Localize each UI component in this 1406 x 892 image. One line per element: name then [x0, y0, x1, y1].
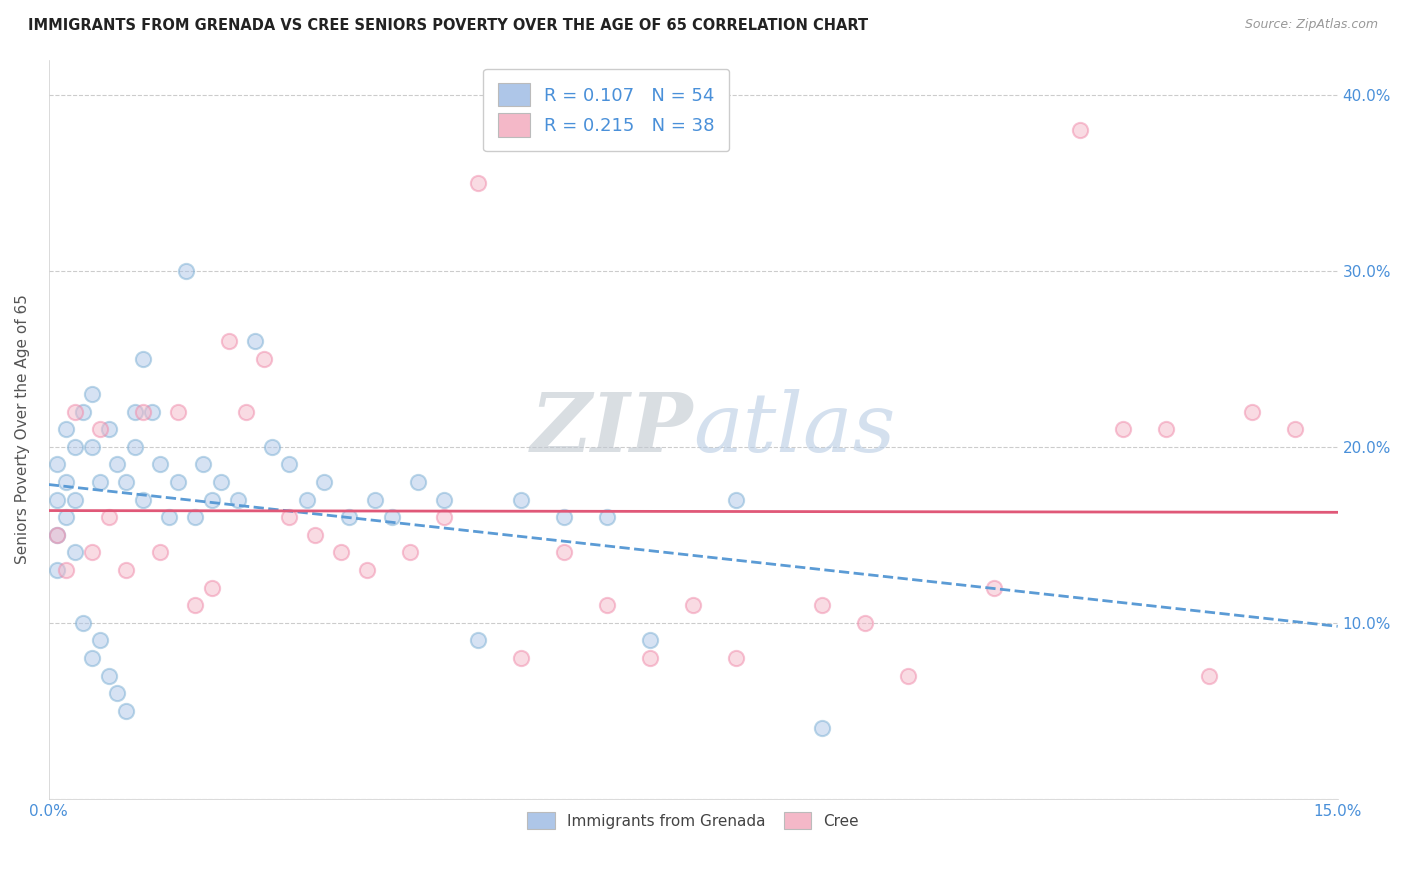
Point — [1198, 668, 1220, 682]
Point — [72, 615, 94, 630]
Point — [1154, 422, 1177, 436]
Point — [218, 334, 240, 349]
Point — [46, 528, 69, 542]
Point — [398, 545, 420, 559]
Point — [157, 510, 180, 524]
Point — [89, 633, 111, 648]
Point — [725, 492, 748, 507]
Point — [124, 404, 146, 418]
Point — [339, 510, 361, 524]
Point — [262, 440, 284, 454]
Point — [295, 492, 318, 507]
Point — [55, 510, 77, 524]
Point — [63, 545, 86, 559]
Point — [226, 492, 249, 507]
Point — [278, 458, 301, 472]
Point — [1284, 422, 1306, 436]
Point — [381, 510, 404, 524]
Point — [510, 492, 533, 507]
Point — [80, 440, 103, 454]
Point — [193, 458, 215, 472]
Point — [97, 668, 120, 682]
Point — [184, 598, 207, 612]
Point — [89, 475, 111, 489]
Point — [1069, 123, 1091, 137]
Legend: Immigrants from Grenada, Cree: Immigrants from Grenada, Cree — [522, 805, 865, 836]
Point — [312, 475, 335, 489]
Point — [63, 492, 86, 507]
Point — [682, 598, 704, 612]
Point — [55, 475, 77, 489]
Point — [252, 351, 274, 366]
Point — [243, 334, 266, 349]
Point — [853, 615, 876, 630]
Point — [433, 492, 456, 507]
Text: ZIP: ZIP — [530, 389, 693, 469]
Text: atlas: atlas — [693, 389, 896, 469]
Point — [115, 475, 138, 489]
Point — [406, 475, 429, 489]
Point — [107, 686, 129, 700]
Point — [132, 404, 155, 418]
Point — [433, 510, 456, 524]
Point — [278, 510, 301, 524]
Point — [63, 404, 86, 418]
Point — [638, 651, 661, 665]
Point — [80, 387, 103, 401]
Point — [46, 563, 69, 577]
Point — [149, 545, 172, 559]
Point — [510, 651, 533, 665]
Point — [107, 458, 129, 472]
Point — [356, 563, 378, 577]
Point — [80, 651, 103, 665]
Point — [89, 422, 111, 436]
Point — [1112, 422, 1135, 436]
Point — [467, 176, 489, 190]
Point — [166, 475, 188, 489]
Point — [329, 545, 352, 559]
Point — [201, 492, 224, 507]
Point — [115, 704, 138, 718]
Point — [80, 545, 103, 559]
Point — [141, 404, 163, 418]
Point — [72, 404, 94, 418]
Point — [596, 510, 619, 524]
Point — [97, 510, 120, 524]
Point — [364, 492, 387, 507]
Point — [55, 422, 77, 436]
Point — [115, 563, 138, 577]
Y-axis label: Seniors Poverty Over the Age of 65: Seniors Poverty Over the Age of 65 — [15, 294, 30, 564]
Point — [124, 440, 146, 454]
Text: IMMIGRANTS FROM GRENADA VS CREE SENIORS POVERTY OVER THE AGE OF 65 CORRELATION C: IMMIGRANTS FROM GRENADA VS CREE SENIORS … — [28, 18, 869, 33]
Point — [174, 264, 197, 278]
Point — [235, 404, 257, 418]
Point — [184, 510, 207, 524]
Point — [209, 475, 232, 489]
Point — [897, 668, 920, 682]
Point — [55, 563, 77, 577]
Point — [553, 545, 575, 559]
Point — [638, 633, 661, 648]
Point — [811, 598, 834, 612]
Point — [97, 422, 120, 436]
Point — [166, 404, 188, 418]
Point — [132, 492, 155, 507]
Point — [304, 528, 326, 542]
Point — [811, 722, 834, 736]
Point — [46, 492, 69, 507]
Point — [1240, 404, 1263, 418]
Point — [201, 581, 224, 595]
Point — [63, 440, 86, 454]
Point — [467, 633, 489, 648]
Point — [132, 351, 155, 366]
Point — [149, 458, 172, 472]
Text: Source: ZipAtlas.com: Source: ZipAtlas.com — [1244, 18, 1378, 31]
Point — [596, 598, 619, 612]
Point — [46, 458, 69, 472]
Point — [46, 528, 69, 542]
Point — [725, 651, 748, 665]
Point — [983, 581, 1005, 595]
Point — [553, 510, 575, 524]
